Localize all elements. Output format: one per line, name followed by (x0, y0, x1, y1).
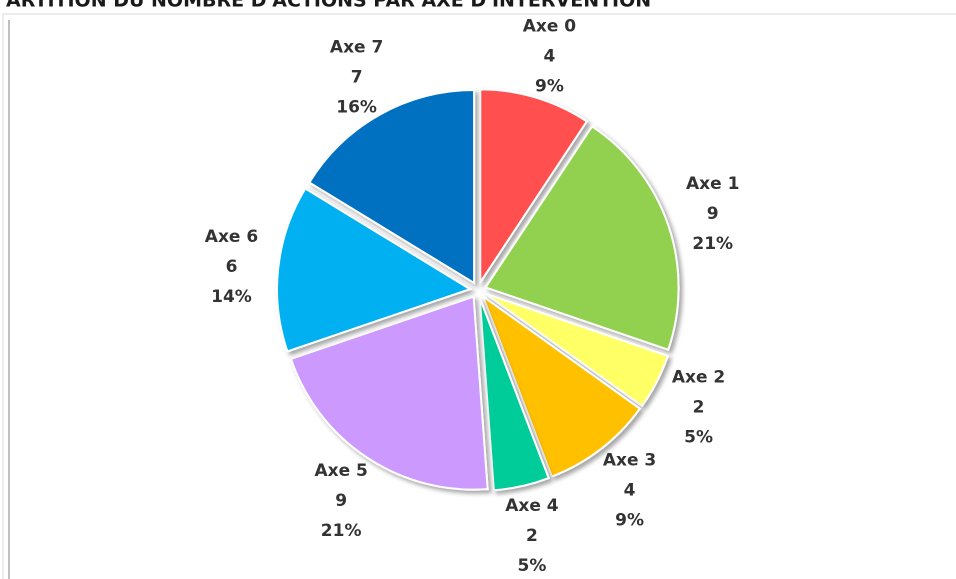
slice-name: Axe 5 (314, 461, 367, 481)
slice-value: 9 (707, 204, 719, 224)
slice-value: 4 (544, 47, 556, 67)
slice-name: Axe 6 (205, 227, 258, 247)
slice-percent: 5% (684, 427, 713, 447)
slice-percent: 16% (336, 98, 377, 118)
pie-slice (276, 187, 473, 353)
chart-title: ARTITION DU NOMBRE D'ACTIONS PAR AXE D'I… (6, 0, 651, 12)
pie-slice (289, 295, 489, 491)
slice-name: Axe 0 (523, 17, 577, 37)
slice-name: Axe 1 (686, 174, 739, 194)
slice-value: 2 (693, 397, 705, 417)
slice-name: Axe 3 (603, 450, 656, 470)
slice-percent: 14% (211, 287, 252, 307)
slice-name: Axe 4 (505, 496, 559, 516)
slice-percent: 9% (615, 510, 644, 530)
slice-percent: 9% (535, 77, 564, 97)
slice-name: Axe 2 (672, 367, 725, 387)
pie-slice (484, 292, 670, 408)
pie-slice (479, 88, 589, 286)
pie-slice (484, 125, 680, 352)
slice-percent: 21% (321, 521, 362, 541)
slice-value: 4 (624, 480, 636, 500)
pie-slice (307, 89, 476, 285)
chart-frame (2, 13, 956, 579)
slice-value: 2 (526, 526, 538, 546)
slice-percent: 5% (517, 556, 546, 576)
pie-slice (478, 297, 550, 492)
slice-name: Axe 7 (330, 38, 383, 58)
slice-value: 7 (351, 68, 363, 88)
slice-value: 9 (335, 491, 347, 511)
pie-slice (480, 293, 642, 478)
slice-percent: 21% (692, 234, 733, 254)
slice-value: 6 (226, 257, 238, 277)
